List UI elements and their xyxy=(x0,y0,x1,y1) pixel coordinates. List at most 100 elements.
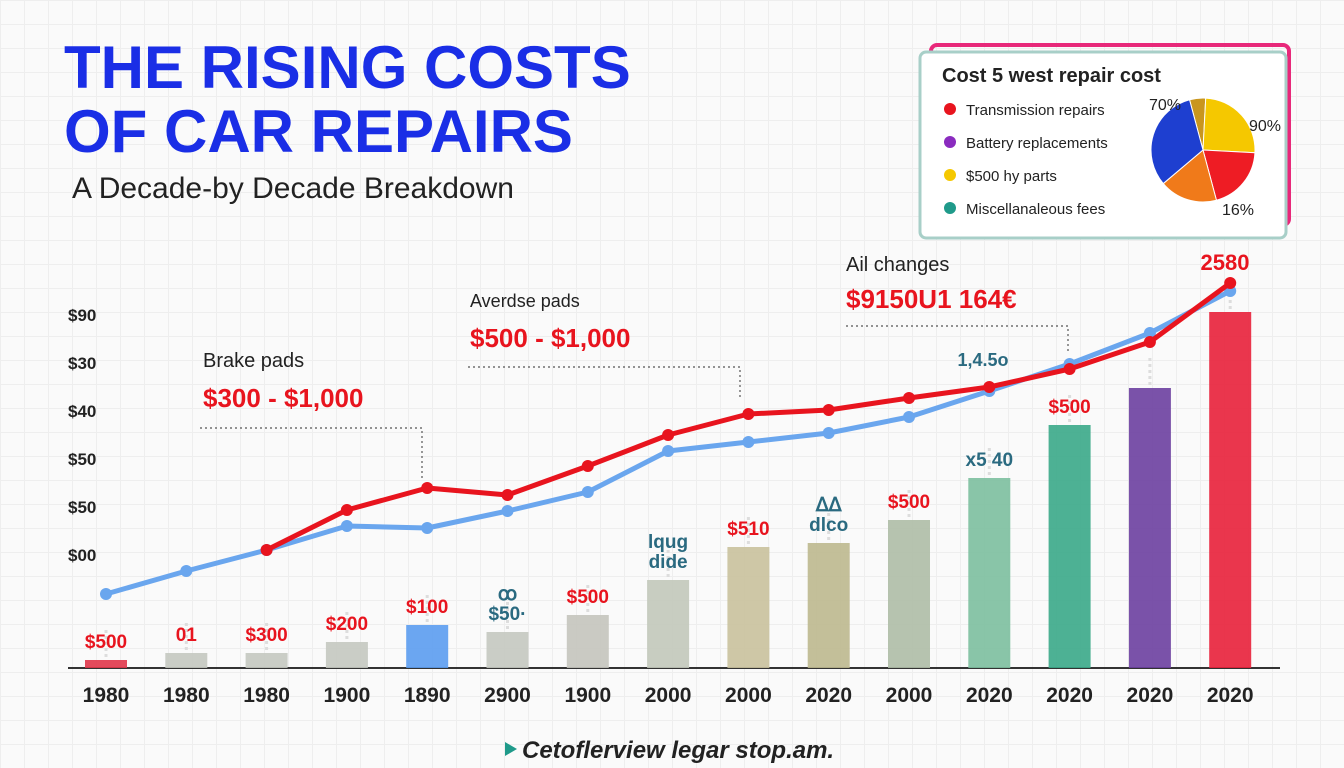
y-axis-label: $90 xyxy=(68,306,96,325)
line-point xyxy=(742,408,755,420)
leader xyxy=(200,427,423,478)
pie-slice xyxy=(1162,149,1218,203)
bar xyxy=(647,580,690,668)
bar-label: 01 xyxy=(176,625,198,646)
bar xyxy=(566,615,609,668)
bar-label: $500 xyxy=(85,632,127,653)
subtitle: A Decade-by Decade Breakdown xyxy=(72,172,514,205)
x-tick-label: 2020 xyxy=(1046,684,1093,707)
bar-label: dide xyxy=(649,552,688,573)
bar xyxy=(245,653,288,668)
bar-label: ꝏ xyxy=(498,584,517,605)
bar xyxy=(85,660,127,668)
x-tick-label: 2020 xyxy=(805,684,852,707)
x-tick-label: 1900 xyxy=(564,684,611,707)
pie-label: 16% xyxy=(1222,202,1254,219)
x-tick-label: 2020 xyxy=(1127,684,1174,707)
line-point xyxy=(983,381,996,393)
legend-label: Miscellanaleous fees xyxy=(966,201,1105,218)
x-tick-label: 2000 xyxy=(886,684,933,707)
line-point xyxy=(822,427,835,439)
annotation-title: Ail changes xyxy=(846,254,949,276)
bar xyxy=(1128,388,1171,668)
line-point xyxy=(742,436,755,448)
y-axis-label: $00 xyxy=(68,546,96,565)
x-tick-label: 2020 xyxy=(1207,684,1254,707)
footer: Cetoflerview legar stop.am. xyxy=(522,737,834,764)
legend-label: Battery replacements xyxy=(966,135,1108,152)
title: THE RISING COSTS xyxy=(64,34,631,101)
legend-label: $500 hy parts xyxy=(966,168,1057,185)
x-tick-label: 1900 xyxy=(324,684,371,707)
bar xyxy=(165,653,208,668)
legend-swatch xyxy=(944,103,956,115)
bar xyxy=(406,625,449,668)
bar-label: $510 xyxy=(727,519,769,540)
bar xyxy=(968,478,1011,668)
bar xyxy=(1048,425,1091,668)
y-axis-label: $30 xyxy=(68,354,96,373)
legend-swatch xyxy=(944,202,956,214)
x-tick-label: 1980 xyxy=(243,684,290,707)
annotation-value: $9150U1 164€ xyxy=(846,284,1017,314)
x-tick-label: 1980 xyxy=(163,684,210,707)
y-axis-label: $50 xyxy=(68,498,96,517)
line-point xyxy=(662,445,675,457)
bar-label: $500 xyxy=(567,587,609,608)
bar-label: x5 40 xyxy=(966,450,1014,471)
bar-label: lqug xyxy=(648,532,688,553)
x-tick-label: 2020 xyxy=(966,684,1013,707)
bar-label: dlco xyxy=(809,515,848,536)
annotation-title: Averdse pads xyxy=(470,291,580,311)
line-point xyxy=(1224,277,1237,289)
line-point xyxy=(1143,327,1156,339)
bar xyxy=(888,520,930,668)
line-point xyxy=(1063,363,1076,375)
line-point xyxy=(822,404,835,416)
bar xyxy=(486,632,529,668)
line-point xyxy=(501,489,514,501)
bars xyxy=(85,282,1252,668)
legend-swatch xyxy=(944,136,956,148)
annotation-title: Brake pads xyxy=(203,350,304,372)
line-point xyxy=(340,504,353,516)
y-axis-label: $50 xyxy=(68,450,96,469)
line-point xyxy=(662,429,675,441)
line-point xyxy=(581,486,594,498)
line-point xyxy=(1143,336,1156,348)
x-tick-label: 1980 xyxy=(83,684,130,707)
line-point xyxy=(501,505,514,517)
x-tick-label: 1890 xyxy=(404,684,451,707)
bar-label: $200 xyxy=(326,614,368,635)
bar xyxy=(727,547,770,668)
title: OF CAR REPAIRS xyxy=(64,98,573,165)
pie-slice xyxy=(1202,97,1256,154)
line-point xyxy=(180,565,193,577)
y-axis-label: $40 xyxy=(68,402,96,421)
x-tick-label: 2000 xyxy=(645,684,692,707)
bar-label: $300 xyxy=(245,625,287,646)
x-tick-label: 2000 xyxy=(725,684,772,707)
bar-label: $100 xyxy=(406,597,448,618)
bar-label: $500 xyxy=(1048,397,1090,418)
bar xyxy=(807,543,850,668)
footer-icon xyxy=(505,742,517,756)
bar-label: ᐃᐃ xyxy=(815,495,843,516)
x-tick-label: 2900 xyxy=(484,684,531,707)
inset-title: Cost 5 west repair cost xyxy=(942,65,1161,87)
line-point xyxy=(100,588,112,600)
bar-label: $500 xyxy=(888,492,930,513)
annotation-value: $300 - $1,000 xyxy=(203,383,363,413)
pie-label: 70% xyxy=(1149,97,1181,114)
annotation-value: $500 - $1,000 xyxy=(470,323,630,353)
line-point xyxy=(421,482,434,494)
bar xyxy=(325,642,368,668)
pie-label: 90% xyxy=(1249,118,1281,135)
line-point xyxy=(903,392,915,404)
annotation: 1,4.5o xyxy=(957,350,1008,370)
legend-swatch xyxy=(944,169,956,181)
line-point xyxy=(260,544,273,556)
line-point xyxy=(581,460,594,472)
legend-label: Transmission repairs xyxy=(966,102,1105,119)
